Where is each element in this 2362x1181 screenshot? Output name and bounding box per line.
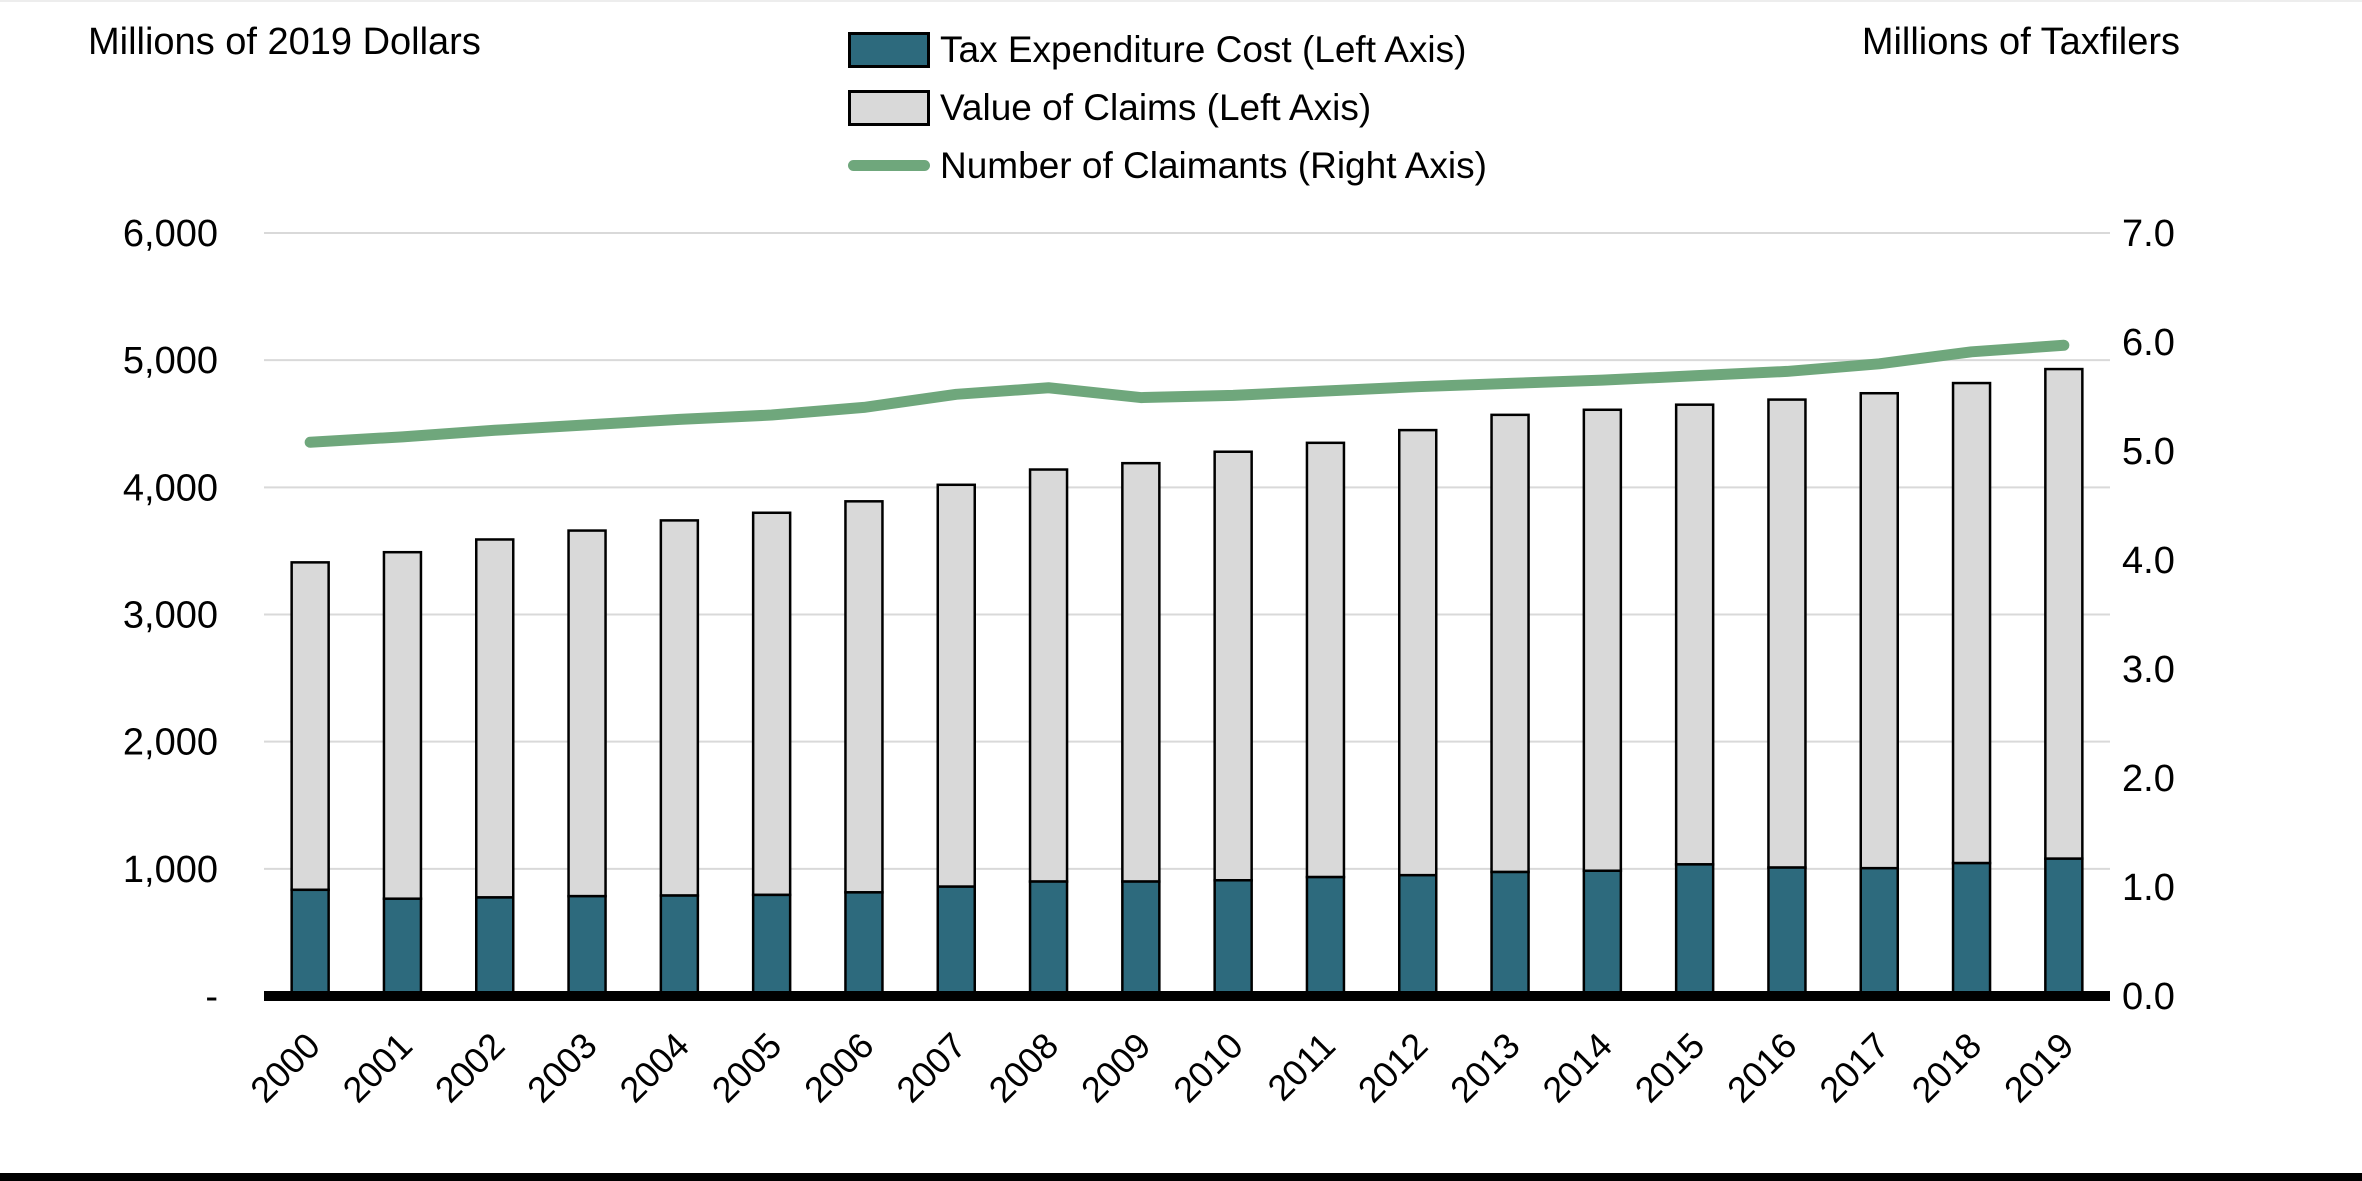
bar-value-of-claims-2005 xyxy=(751,511,792,897)
x-axis-label-2008: 2008 xyxy=(981,1025,1067,1111)
x-axis-label-2018: 2018 xyxy=(1904,1025,1990,1111)
right-axis-tick-label-5: 5.0 xyxy=(2122,431,2175,473)
left-axis-tick-label-6: 6,000 xyxy=(123,213,218,255)
bar-tax-expenditure-cost-2004 xyxy=(659,894,700,998)
left-axis-tick-label-1: 1,000 xyxy=(123,849,218,891)
legend-item-1: Value of Claims (Left Axis) xyxy=(848,89,1487,126)
bar-value-of-claims-2010 xyxy=(1213,450,1253,882)
bar-tax-expenditure-cost-2015 xyxy=(1674,863,1715,998)
bar-value-of-claims-2014 xyxy=(1582,408,1623,872)
bar-tax-expenditure-cost-2006 xyxy=(844,891,884,998)
chart-legend: Tax Expenditure Cost (Left Axis) Value of… xyxy=(848,31,1487,184)
x-axis-label-2010: 2010 xyxy=(1165,1025,1251,1111)
x-axis-label-2016: 2016 xyxy=(1719,1025,1805,1111)
left-axis-title: Millions of 2019 Dollars xyxy=(88,21,481,63)
bar-tax-expenditure-cost-2012 xyxy=(1398,873,1438,998)
claimants-line xyxy=(304,339,2070,448)
x-axis-label-2012: 2012 xyxy=(1350,1025,1436,1111)
bar-tax-expenditure-cost-2013 xyxy=(1490,870,1530,998)
x-axis-label-2003: 2003 xyxy=(519,1025,605,1111)
bar-value-of-claims-2001 xyxy=(382,550,423,900)
legend-bar-swatch-icon xyxy=(848,89,930,126)
left-axis-tick-label-2: 2,000 xyxy=(123,722,218,764)
x-axis-label-2017: 2017 xyxy=(1811,1025,1897,1111)
bar-value-of-claims-2011 xyxy=(1305,441,1346,879)
x-axis-label-2000: 2000 xyxy=(242,1025,328,1111)
right-axis-tick-label-4: 4.0 xyxy=(2122,540,2175,582)
bar-value-of-claims-2013 xyxy=(1490,413,1530,874)
x-axis-label-2006: 2006 xyxy=(796,1025,882,1111)
bar-value-of-claims-2004 xyxy=(659,519,700,897)
left-axis-tick-label-5: 5,000 xyxy=(123,340,218,382)
bar-tax-expenditure-cost-2008 xyxy=(1028,880,1069,998)
left-axis-tick-label-3: 3,000 xyxy=(123,595,218,637)
bar-value-of-claims-2002 xyxy=(475,538,515,899)
legend-item-0: Tax Expenditure Cost (Left Axis) xyxy=(848,31,1487,68)
bar-tax-expenditure-cost-2010 xyxy=(1213,879,1253,998)
bar-value-of-claims-2018 xyxy=(1951,381,1992,865)
legend-item-label: Tax Expenditure Cost (Left Axis) xyxy=(940,29,1467,70)
bottom-rule xyxy=(0,1173,2362,1181)
bar-tax-expenditure-cost-2014 xyxy=(1582,869,1623,998)
bar-tax-expenditure-cost-2009 xyxy=(1121,880,1161,998)
x-axis-label-2002: 2002 xyxy=(427,1025,513,1111)
left-axis-tick-label-4: 4,000 xyxy=(123,467,218,509)
bar-tax-expenditure-cost-2017 xyxy=(1859,866,1899,998)
legend-line-swatch-icon xyxy=(848,148,930,184)
x-axis-line xyxy=(264,991,2110,1001)
bar-value-of-claims-2016 xyxy=(1767,398,1807,869)
top-hairline xyxy=(0,0,2362,2)
bar-tax-expenditure-cost-2001 xyxy=(382,897,423,998)
bar-tax-expenditure-cost-2007 xyxy=(936,885,976,998)
bar-value-of-claims-2019 xyxy=(2044,367,2084,860)
bar-value-of-claims-2015 xyxy=(1674,403,1715,866)
bar-value-of-claims-2009 xyxy=(1121,461,1161,883)
right-axis-tick-label-6: 6.0 xyxy=(2122,322,2175,364)
x-axis-label-2019: 2019 xyxy=(1996,1025,2082,1111)
right-axis-tick-label-7: 7.0 xyxy=(2122,213,2175,255)
bar-tax-expenditure-cost-2002 xyxy=(475,896,515,998)
bar-tax-expenditure-cost-2011 xyxy=(1305,875,1346,998)
right-axis-tick-label-0: 0.0 xyxy=(2122,976,2175,1018)
bar-tax-expenditure-cost-2005 xyxy=(751,893,792,998)
bar-value-of-claims-2012 xyxy=(1398,428,1438,877)
right-axis-title: Millions of Taxfilers xyxy=(1861,21,2180,63)
right-axis-tick-label-3: 3.0 xyxy=(2122,649,2175,691)
bar-value-of-claims-2006 xyxy=(844,500,884,894)
bar-tax-expenditure-cost-2016 xyxy=(1767,866,1807,998)
x-axis-label-2013: 2013 xyxy=(1442,1025,1528,1111)
bar-tax-expenditure-cost-2018 xyxy=(1951,861,1992,998)
x-axis-label-2005: 2005 xyxy=(704,1025,790,1111)
bar-tax-expenditure-cost-2003 xyxy=(567,894,607,998)
left-axis-tick-label-0: - xyxy=(205,976,218,1018)
right-axis-tick-label-2: 2.0 xyxy=(2122,758,2175,800)
x-axis-label-2007: 2007 xyxy=(888,1025,974,1111)
legend-item-label: Value of Claims (Left Axis) xyxy=(940,87,1372,128)
bar-tax-expenditure-cost-2019 xyxy=(2044,857,2084,998)
x-axis-label-2004: 2004 xyxy=(611,1025,697,1111)
right-axis-tick-label-1: 1.0 xyxy=(2122,867,2175,909)
legend-item-2: Number of Claimants (Right Axis) xyxy=(848,147,1487,184)
bar-value-of-claims-2017 xyxy=(1859,391,1899,870)
bar-value-of-claims-2000 xyxy=(290,561,330,892)
x-axis-label-2009: 2009 xyxy=(1073,1025,1159,1111)
bar-value-of-claims-2003 xyxy=(567,529,607,898)
bar-tax-expenditure-cost-2000 xyxy=(290,888,330,998)
bar-value-of-claims-2007 xyxy=(936,483,976,888)
x-axis-label-2001: 2001 xyxy=(334,1025,420,1111)
bar-value-of-claims-2008 xyxy=(1028,468,1069,883)
legend-bar-swatch-icon xyxy=(848,31,930,68)
legend-item-label: Number of Claimants (Right Axis) xyxy=(940,145,1487,186)
x-axis-label-2015: 2015 xyxy=(1627,1025,1713,1111)
x-axis-label-2014: 2014 xyxy=(1534,1025,1620,1111)
x-axis-label-2011: 2011 xyxy=(1259,1025,1343,1109)
